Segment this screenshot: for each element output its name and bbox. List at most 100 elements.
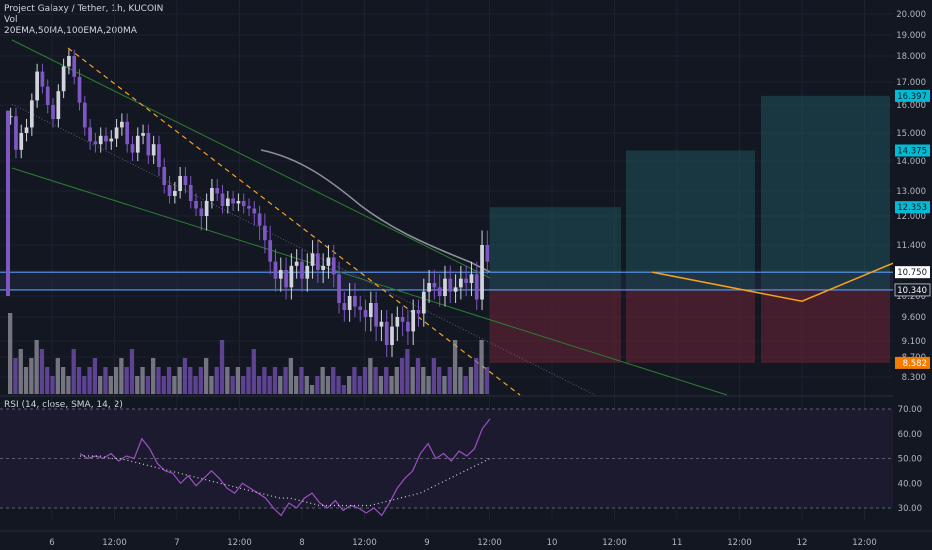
volume-bar (172, 376, 177, 394)
volume-bar (251, 349, 256, 394)
candle-body (24, 127, 29, 133)
candle-body (241, 201, 246, 206)
time-tick-label: 12 (797, 538, 808, 548)
projection-path (651, 246, 932, 303)
price-tick-label: 16.000 (896, 101, 926, 111)
volume-bar (203, 358, 209, 394)
volume-bar (119, 358, 124, 394)
dashed-trendline (67, 47, 521, 396)
candle-body (162, 167, 167, 185)
grid-lines (0, 0, 893, 520)
indicator-list: 20EMA,50MA,100EMA,200MA (4, 26, 137, 36)
volume-label: Vol (4, 15, 18, 25)
price-tick-label: 10.200 (896, 292, 926, 302)
volume-bar (209, 376, 214, 394)
candle-body (379, 321, 384, 327)
rsi-label: RSI (14, close, SMA, 14, 2) (4, 400, 123, 410)
price-tag-label: 10.750 (897, 268, 927, 278)
volume-bar (389, 376, 394, 394)
volume-bar (60, 367, 66, 394)
candle-body (109, 138, 114, 142)
candle-body (14, 116, 18, 150)
time-tick-label: 10 (547, 538, 558, 548)
candle-body (416, 310, 421, 314)
volume-bar (13, 358, 18, 394)
candle-body (278, 270, 283, 279)
volume-bar (315, 376, 320, 394)
volume-bar (405, 349, 410, 394)
candle-body (77, 76, 82, 103)
candle-body (268, 240, 273, 262)
volume-bar (45, 367, 50, 394)
volume-bar (140, 367, 145, 394)
volume-bar (161, 376, 166, 394)
candle-body (358, 306, 363, 310)
volume-bar (278, 376, 283, 394)
candle-body (469, 274, 474, 283)
volume-bar (479, 340, 484, 394)
volume-bar (437, 367, 442, 394)
price-tag-label: 12.353 (897, 203, 927, 213)
candle-body (40, 71, 45, 87)
volume-bar (182, 358, 188, 394)
candle-body (88, 127, 92, 142)
candle-body (67, 56, 71, 67)
volume-bar (373, 367, 378, 394)
volume-bar (113, 367, 119, 394)
candle-body (120, 121, 124, 128)
time-tick-label: 12:00 (602, 538, 627, 548)
candle-body (215, 188, 220, 194)
price-tag-bg (894, 283, 931, 297)
time-tick-label: 6 (49, 538, 54, 548)
volume-bar (394, 367, 399, 394)
candle-body (157, 144, 161, 167)
volume-bar (447, 367, 452, 394)
candle-body (35, 71, 39, 101)
candle-body (353, 296, 357, 307)
rsi-line (79, 418, 491, 517)
volume-bar (29, 358, 34, 394)
volume-bar (368, 358, 373, 394)
volume-bar (188, 367, 193, 394)
volume-bar (23, 367, 29, 394)
volume-bar (124, 367, 129, 394)
volume-bar (399, 358, 405, 394)
volume-bar (378, 376, 384, 394)
candle-body (321, 265, 326, 270)
candle-body (342, 303, 347, 310)
candle-body (326, 257, 331, 266)
price-tick-label: 14.000 (896, 157, 926, 167)
volume-bar (177, 367, 182, 394)
time-tick-label: 7 (174, 538, 179, 548)
price-tick-label: 8.300 (902, 373, 926, 383)
candle-body (432, 283, 437, 288)
volume-bar (103, 367, 108, 394)
price-tick-label: 15.000 (896, 129, 926, 139)
price-tag-bg (895, 356, 930, 369)
candle-body (8, 116, 13, 118)
loss-zone (761, 289, 890, 363)
volume-bar (442, 376, 447, 394)
channel-upper (11, 39, 491, 279)
volume-bar (283, 367, 288, 394)
candle-body (61, 66, 66, 92)
volume-bar (346, 376, 352, 394)
volume-bar (235, 367, 241, 394)
volume-bar (256, 376, 262, 394)
candle-body (443, 278, 447, 296)
volume-bar (108, 376, 113, 394)
candle-body (167, 185, 172, 196)
candle-body (310, 253, 315, 266)
candle-body (273, 261, 278, 279)
volume-bar (225, 367, 230, 394)
volume-bar (66, 376, 71, 394)
candle-body (421, 291, 426, 314)
candle-body (236, 201, 241, 204)
candle-body (448, 278, 453, 292)
candle-body (130, 144, 135, 153)
rsi-tick-label: 30.00 (898, 504, 922, 514)
candle-body (252, 208, 257, 214)
candle-body (199, 208, 204, 216)
candle-body (194, 201, 198, 209)
